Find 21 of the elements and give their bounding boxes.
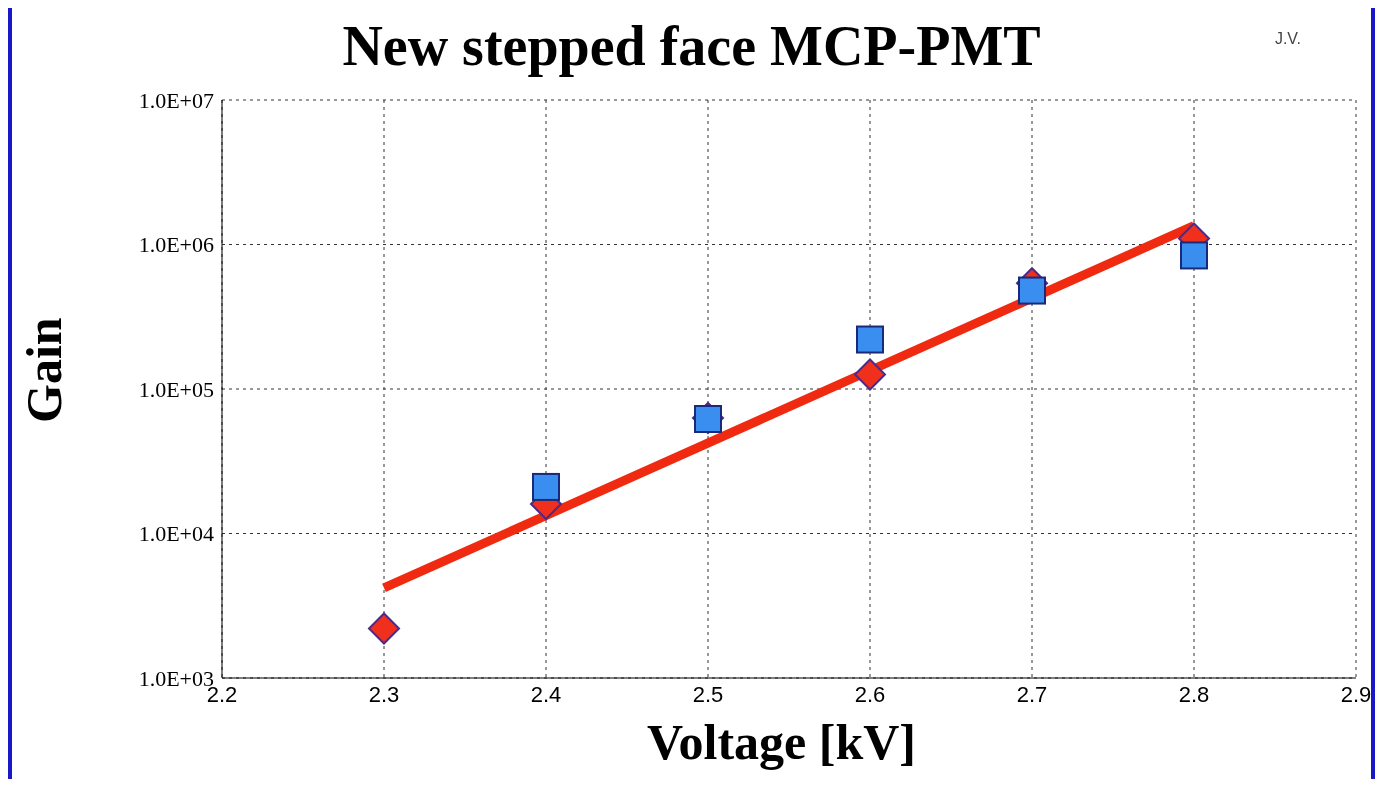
x-axis-title: Voltage [kV] bbox=[646, 713, 917, 771]
x-tick-label: 2.5 bbox=[692, 681, 724, 707]
point bbox=[1180, 241, 1208, 270]
y-tick-label: 1.0E+05 bbox=[138, 376, 214, 402]
x-tick-label: 2.9 bbox=[1340, 681, 1372, 707]
x-tick-label: 2.8 bbox=[1178, 681, 1210, 707]
text: J.V. bbox=[1274, 30, 1301, 48]
point bbox=[856, 325, 884, 354]
point bbox=[854, 358, 886, 391]
point bbox=[532, 472, 560, 501]
y-tick-label: 1.0E+07 bbox=[138, 87, 214, 113]
y-tick-label: 1.0E+06 bbox=[138, 232, 214, 258]
x-tick-label: 2.3 bbox=[368, 681, 400, 707]
x-tick-label: 2.7 bbox=[1016, 681, 1048, 707]
x-tick-label: 2.6 bbox=[854, 681, 886, 707]
x-tick-label: 2.4 bbox=[530, 681, 562, 707]
y-axis-title: Gain bbox=[15, 317, 73, 423]
point bbox=[368, 612, 400, 645]
y-tick-label: 1.0E+04 bbox=[138, 521, 214, 547]
point bbox=[1018, 276, 1046, 305]
chart-title: New stepped face MCP-PMT bbox=[342, 15, 1041, 77]
